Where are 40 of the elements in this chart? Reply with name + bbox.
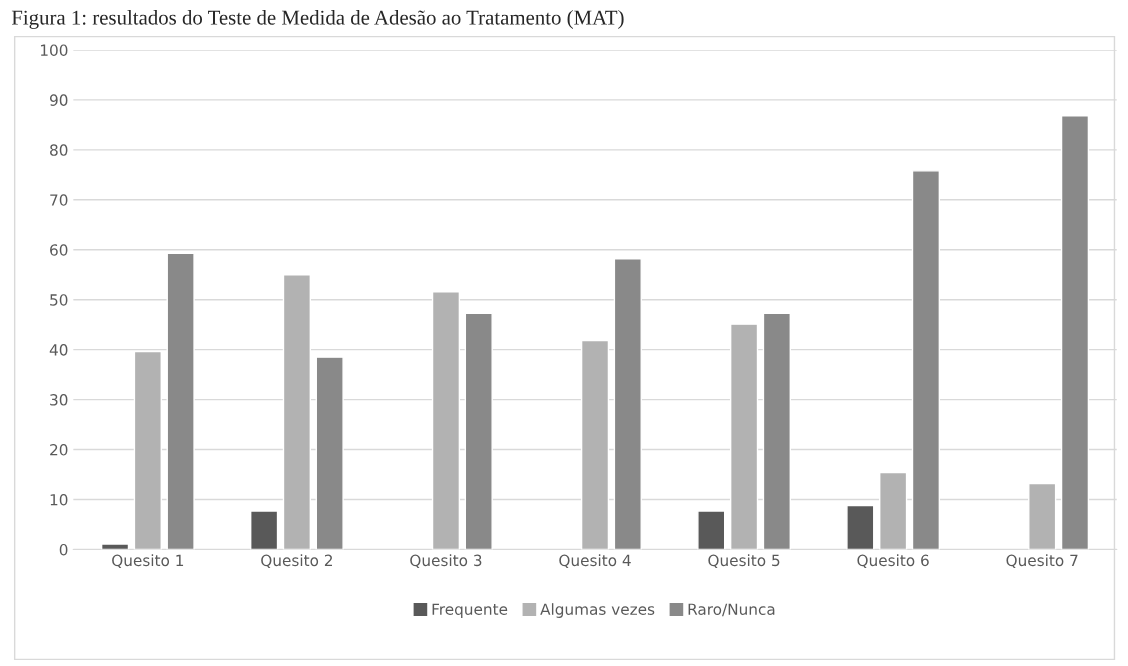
bar	[911, 170, 941, 550]
bar	[133, 350, 162, 550]
x-tick-label: Quesito 2	[261, 554, 332, 568]
bar	[431, 291, 461, 550]
bar	[879, 471, 908, 550]
bar	[100, 543, 130, 550]
x-tick-label: Quesito 6	[857, 554, 929, 568]
x-tick-label: Quesito 4	[559, 554, 631, 568]
bar	[464, 312, 493, 550]
bar	[282, 274, 312, 550]
y-tick-label: 70	[50, 194, 68, 206]
y-tick-label: 0	[59, 543, 68, 556]
legend-label: Frequente	[432, 603, 508, 618]
bar	[166, 252, 195, 550]
bar	[613, 258, 642, 550]
bar	[846, 504, 875, 550]
x-tick-label: Quesito 7	[1006, 554, 1078, 568]
x-tick-label: Quesito 5	[708, 554, 780, 568]
bar	[580, 339, 610, 550]
chart-title: Figura 1: resultados do Teste de Medida de Adesão ao Tratamento (MAT)	[11, 9, 624, 29]
y-tick-label: 100	[40, 44, 68, 56]
y-tick-label: 50	[50, 294, 68, 306]
y-tick-label: 40	[49, 344, 68, 356]
x-tick-label: Quesito 3	[410, 554, 482, 568]
y-tick-label: 30	[50, 394, 68, 406]
bar	[250, 510, 279, 550]
bar	[1060, 115, 1090, 550]
bar	[1028, 482, 1057, 550]
y-tick-label: 60	[50, 244, 68, 256]
bar	[762, 312, 791, 550]
legend-label: Algumas vezes	[540, 603, 655, 618]
y-tick-label: 80	[50, 144, 68, 156]
x-tick-label: Quesito 1	[112, 554, 184, 568]
bar	[315, 356, 344, 550]
bar	[697, 510, 726, 550]
bar	[729, 323, 759, 550]
y-tick-label: 20	[50, 444, 68, 456]
y-tick-label: 10	[50, 493, 68, 506]
legend-label: Raro/Nunca	[688, 603, 775, 617]
y-tick-label: 90	[49, 94, 68, 106]
